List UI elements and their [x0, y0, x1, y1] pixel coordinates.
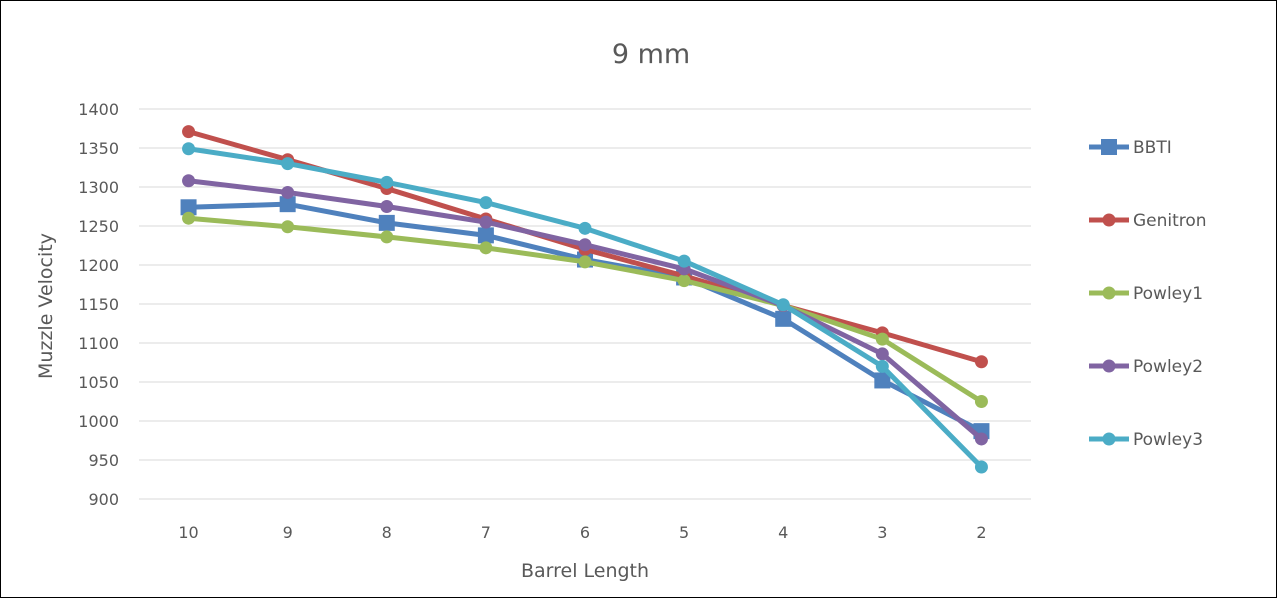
data-point	[479, 241, 493, 255]
data-point	[677, 254, 691, 268]
data-point	[875, 347, 889, 361]
legend-item: Powley1	[1089, 284, 1203, 304]
data-point	[776, 298, 790, 312]
data-point	[874, 372, 891, 389]
x-tick-label: 4	[778, 523, 788, 542]
data-point	[974, 432, 988, 446]
data-point	[875, 359, 889, 373]
series-powley3	[182, 142, 988, 474]
y-tick-label: 1400	[78, 100, 119, 119]
data-point	[479, 196, 493, 210]
data-point	[974, 460, 988, 474]
data-point	[380, 200, 394, 213]
gridlines	[139, 108, 1031, 500]
y-tick-label: 1150	[78, 295, 119, 314]
data-point	[182, 125, 196, 139]
y-tick-label: 1000	[78, 412, 119, 431]
data-point	[182, 211, 196, 225]
data-point	[182, 174, 196, 188]
data-point	[281, 220, 295, 234]
legend-marker	[1102, 213, 1116, 227]
x-axis-ticks: 10 9 8 7 6 5 4 3 2	[178, 523, 986, 542]
series-powley1	[182, 211, 988, 408]
data-point	[281, 185, 295, 199]
legend-item: Powley2	[1089, 357, 1203, 377]
data-point	[974, 355, 988, 369]
legend: BBTI Genitron Powley1 Powley2 Powley3	[1089, 138, 1207, 450]
data-point	[281, 157, 295, 171]
legend-marker	[1102, 286, 1116, 300]
legend-item: Genitron	[1089, 211, 1207, 231]
legend-label: Powley1	[1133, 284, 1203, 304]
data-point	[578, 221, 592, 235]
data-point	[578, 238, 592, 252]
legend-item: Powley3	[1089, 430, 1203, 450]
legend-marker	[1102, 359, 1116, 373]
y-tick-label: 1250	[78, 217, 119, 236]
y-axis-title: Muzzle Velocity	[35, 233, 57, 379]
series-line	[186, 201, 984, 434]
y-tick-label: 1300	[78, 178, 119, 197]
y-tick-label: 1200	[78, 256, 119, 275]
legend-item: BBTI	[1089, 138, 1172, 158]
legend-marker	[1102, 432, 1116, 446]
data-point	[578, 255, 592, 269]
legend-marker	[1101, 139, 1117, 155]
x-tick-label: 3	[877, 523, 887, 542]
y-axis-ticks: 900 950 1000 1050 1100 1150 1200 1250 1300 1350 14…	[78, 100, 119, 509]
legend-label: Genitron	[1133, 211, 1207, 231]
data-point	[775, 310, 792, 327]
x-tick-label: 10	[178, 523, 198, 542]
data-point	[477, 227, 494, 244]
series-line	[186, 178, 984, 442]
x-tick-label: 5	[679, 523, 689, 542]
legend-label: Powley3	[1133, 430, 1203, 450]
y-tick-label: 1100	[78, 334, 119, 353]
data-point	[279, 196, 296, 213]
data-point	[677, 274, 691, 288]
x-tick-label: 6	[580, 523, 590, 542]
x-axis-title: Barrel Length	[521, 560, 649, 582]
y-tick-label: 900	[88, 490, 119, 509]
data-point	[180, 199, 197, 216]
y-tick-label: 950	[88, 451, 119, 470]
data-point	[380, 175, 394, 189]
y-tick-label: 1050	[78, 373, 119, 392]
x-tick-label: 2	[976, 523, 986, 542]
series-powley2	[182, 174, 988, 446]
legend-label: BBTI	[1133, 138, 1172, 158]
x-tick-label: 9	[283, 523, 293, 542]
data-point	[378, 214, 395, 231]
x-tick-label: 8	[382, 523, 392, 542]
data-point	[182, 142, 196, 156]
y-tick-label: 1350	[78, 139, 119, 158]
data-point	[974, 395, 988, 408]
x-tick-label: 7	[481, 523, 491, 542]
data-point	[875, 332, 889, 346]
data-point	[479, 215, 493, 229]
chart-title: 9 mm	[612, 39, 690, 70]
series-lines	[180, 125, 990, 474]
data-point	[380, 230, 394, 244]
legend-label: Powley2	[1133, 357, 1203, 377]
